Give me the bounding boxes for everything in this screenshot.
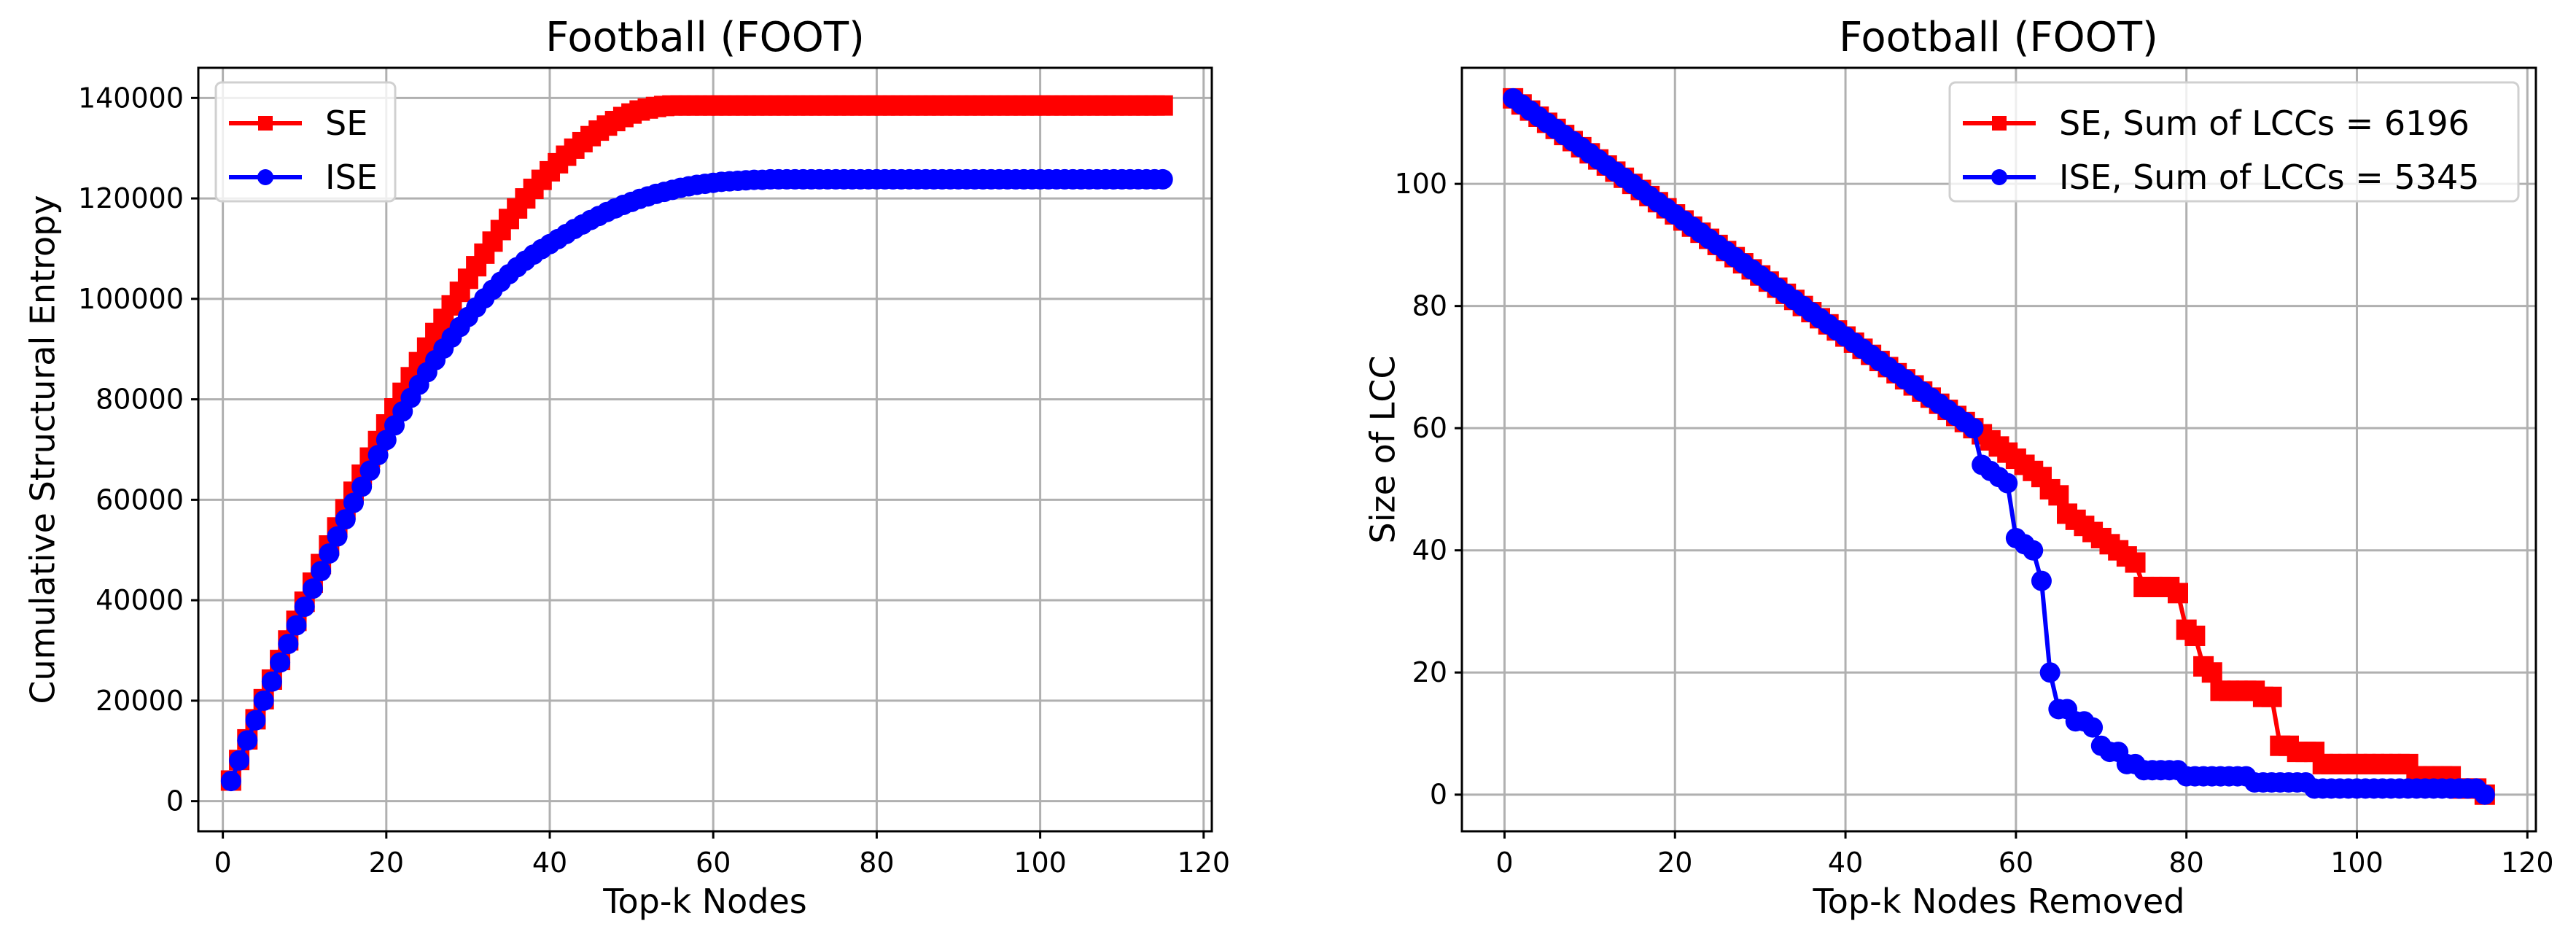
circle-marker	[270, 652, 291, 673]
y-tick-label: 80000	[96, 384, 184, 416]
square-marker	[2125, 552, 2146, 573]
y-tick-label: 100	[1394, 168, 1447, 200]
series-ise	[220, 168, 1173, 792]
circle-marker	[1152, 168, 1173, 190]
chart-title: Football (FOOT)	[545, 14, 865, 61]
square-marker	[2168, 583, 2188, 604]
x-tick-label: 40	[532, 847, 567, 879]
y-tick-label: 40000	[96, 584, 184, 616]
x-axis-label: Top-k Nodes	[602, 882, 807, 921]
cumulative-entropy-chart: Football (FOOT) Top-k Nodes Cumulative S…	[23, 14, 1231, 921]
circle-marker	[278, 634, 299, 655]
legend-label: SE	[325, 104, 367, 143]
circle-marker	[367, 445, 389, 466]
circle-marker	[311, 561, 332, 582]
y-tick-label: 20	[1412, 656, 1447, 688]
y-tick-label: 40	[1412, 535, 1447, 567]
y-tick-label: 140000	[78, 82, 184, 114]
circle-marker-icon	[257, 169, 273, 185]
x-axis-label: Top-k Nodes Removed	[1813, 882, 2185, 921]
circle-marker-icon	[1991, 169, 2007, 185]
circle-marker	[2039, 662, 2061, 683]
y-tick-label: 100000	[78, 283, 184, 315]
chart-title: Football (FOOT)	[1839, 14, 2158, 61]
gridlines	[198, 68, 1212, 831]
legend: SE ISE	[214, 81, 397, 203]
y-tick-label: 0	[166, 785, 184, 817]
square-marker	[2048, 485, 2069, 506]
circle-marker	[2474, 784, 2495, 805]
circle-marker	[229, 750, 250, 771]
legend-item-se: SE, Sum of LCCs = 6196	[1963, 104, 2470, 143]
x-tick-label: 0	[214, 847, 232, 879]
y-tick-label: 60000	[96, 483, 184, 516]
x-tick-label: 60	[696, 847, 731, 879]
legend: SE, Sum of LCCs = 6196 ISE, Sum of LCCs =…	[1948, 81, 2520, 203]
circle-marker	[261, 671, 282, 692]
legend-label: ISE, Sum of LCCs = 5345	[2059, 158, 2480, 197]
circle-marker	[245, 710, 266, 731]
x-tick-label: 0	[1495, 847, 1513, 879]
y-tick-label: 60	[1412, 412, 1447, 444]
circle-marker	[237, 730, 258, 751]
circle-marker	[294, 596, 315, 618]
circle-marker	[2031, 570, 2052, 591]
y-tick-label: 20000	[96, 685, 184, 717]
x-tick-label: 20	[1657, 847, 1692, 879]
legend-item-ise: ISE	[229, 158, 378, 197]
x-tick-label: 80	[859, 847, 894, 879]
y-tick-label: 0	[1430, 779, 1447, 811]
axes-frame	[191, 66, 1213, 839]
x-tick-label: 100	[1013, 847, 1067, 879]
legend-item-ise: ISE, Sum of LCCs = 5345	[1963, 158, 2480, 197]
axes-frame	[1455, 66, 2537, 839]
circle-marker	[327, 526, 348, 547]
circle-marker	[359, 460, 381, 481]
legend-label: SE, Sum of LCCs = 6196	[2059, 104, 2470, 143]
x-tick-label: 20	[369, 847, 404, 879]
x-tick-label: 100	[2330, 847, 2384, 879]
y-axis-label: Cumulative Structural Entropy	[23, 195, 63, 704]
circle-marker	[2082, 717, 2104, 738]
series-ise	[1503, 88, 2495, 805]
legend-item-se: SE	[229, 104, 367, 143]
circle-marker	[2023, 540, 2044, 561]
series-layer	[220, 95, 1173, 792]
square-marker-icon	[258, 116, 273, 131]
circle-marker	[1963, 418, 1984, 439]
circle-marker	[343, 492, 364, 513]
tick-labels: 0 20 40 60 80 100 120 0 20 40 60 80 100	[1394, 168, 2553, 879]
tick-labels: 0 20 40 60 80 100 120 0 20000 40000 60000 80000 1000…	[78, 82, 1230, 879]
circle-marker	[335, 509, 356, 530]
circle-marker	[1997, 473, 2018, 494]
circle-marker	[319, 543, 340, 564]
x-tick-label: 120	[1178, 847, 1231, 879]
x-tick-label: 120	[2501, 847, 2554, 879]
square-marker-icon	[1992, 116, 2007, 131]
square-marker	[1152, 95, 1173, 116]
legend-label: ISE	[325, 158, 378, 197]
square-marker	[2261, 686, 2282, 707]
x-tick-label: 80	[2169, 847, 2204, 879]
circle-marker	[220, 771, 241, 792]
x-tick-label: 60	[1999, 847, 2034, 879]
y-tick-label: 120000	[78, 182, 184, 214]
x-tick-label: 40	[1828, 847, 1863, 879]
circle-marker	[253, 690, 274, 711]
lcc-size-chart: Football (FOOT) Top-k Nodes Removed Size…	[1363, 14, 2554, 921]
square-marker	[2201, 662, 2222, 683]
series-layer	[1503, 88, 2495, 805]
circle-marker	[286, 615, 307, 636]
circle-marker	[351, 476, 373, 497]
square-marker	[2184, 625, 2206, 646]
y-axis-label: Size of LCC	[1363, 356, 1403, 544]
circle-marker	[302, 578, 323, 599]
legend-box	[1948, 81, 2520, 203]
y-tick-label: 80	[1412, 290, 1447, 322]
